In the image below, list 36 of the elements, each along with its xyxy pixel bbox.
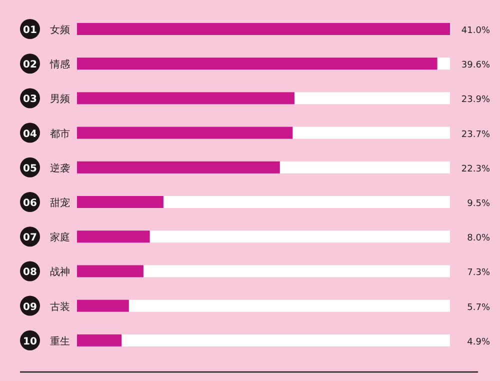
badge: 06 bbox=[20, 192, 40, 212]
badge: 05 bbox=[20, 157, 40, 178]
y-tick-label: 女频 bbox=[50, 24, 70, 36]
data-label: 5.7% bbox=[467, 302, 490, 313]
y-tick-label: 战神 bbox=[50, 266, 70, 278]
badge: 03 bbox=[20, 88, 40, 108]
y-tick-label: 重生 bbox=[50, 335, 70, 348]
bar bbox=[77, 300, 129, 312]
y-tick-label: 情感 bbox=[49, 58, 70, 71]
y-tick-label: 家庭 bbox=[50, 232, 70, 244]
y-tick-label: 男频 bbox=[50, 93, 70, 106]
bar bbox=[77, 196, 164, 208]
y-tick-label: 甜宠 bbox=[50, 197, 70, 209]
bar bbox=[77, 23, 450, 35]
data-label: 22.3% bbox=[461, 164, 490, 174]
bar bbox=[77, 265, 144, 278]
badge: 07 bbox=[20, 226, 40, 247]
badge: 10 bbox=[20, 330, 40, 350]
data-label: 23.7% bbox=[461, 130, 490, 140]
badge: 09 bbox=[20, 296, 40, 316]
data-label: 9.5% bbox=[467, 199, 490, 209]
badge: 01 bbox=[20, 19, 40, 39]
bar bbox=[77, 230, 150, 243]
data-label: 8.0% bbox=[467, 234, 490, 244]
data-label: 39.6% bbox=[461, 60, 490, 71]
y-tick-label: 古装 bbox=[50, 300, 70, 313]
data-label: 23.9% bbox=[461, 95, 490, 106]
bar bbox=[77, 334, 122, 346]
badge: 08 bbox=[20, 261, 40, 282]
badge: 04 bbox=[20, 122, 40, 143]
badge: 02 bbox=[20, 54, 40, 74]
y-tick-label: 都市 bbox=[50, 128, 70, 140]
data-label: 7.3% bbox=[467, 268, 490, 278]
data-label: 41.0% bbox=[461, 26, 490, 36]
data-label: 4.9% bbox=[467, 337, 490, 348]
y-tick-label: 逆袭 bbox=[50, 162, 70, 174]
